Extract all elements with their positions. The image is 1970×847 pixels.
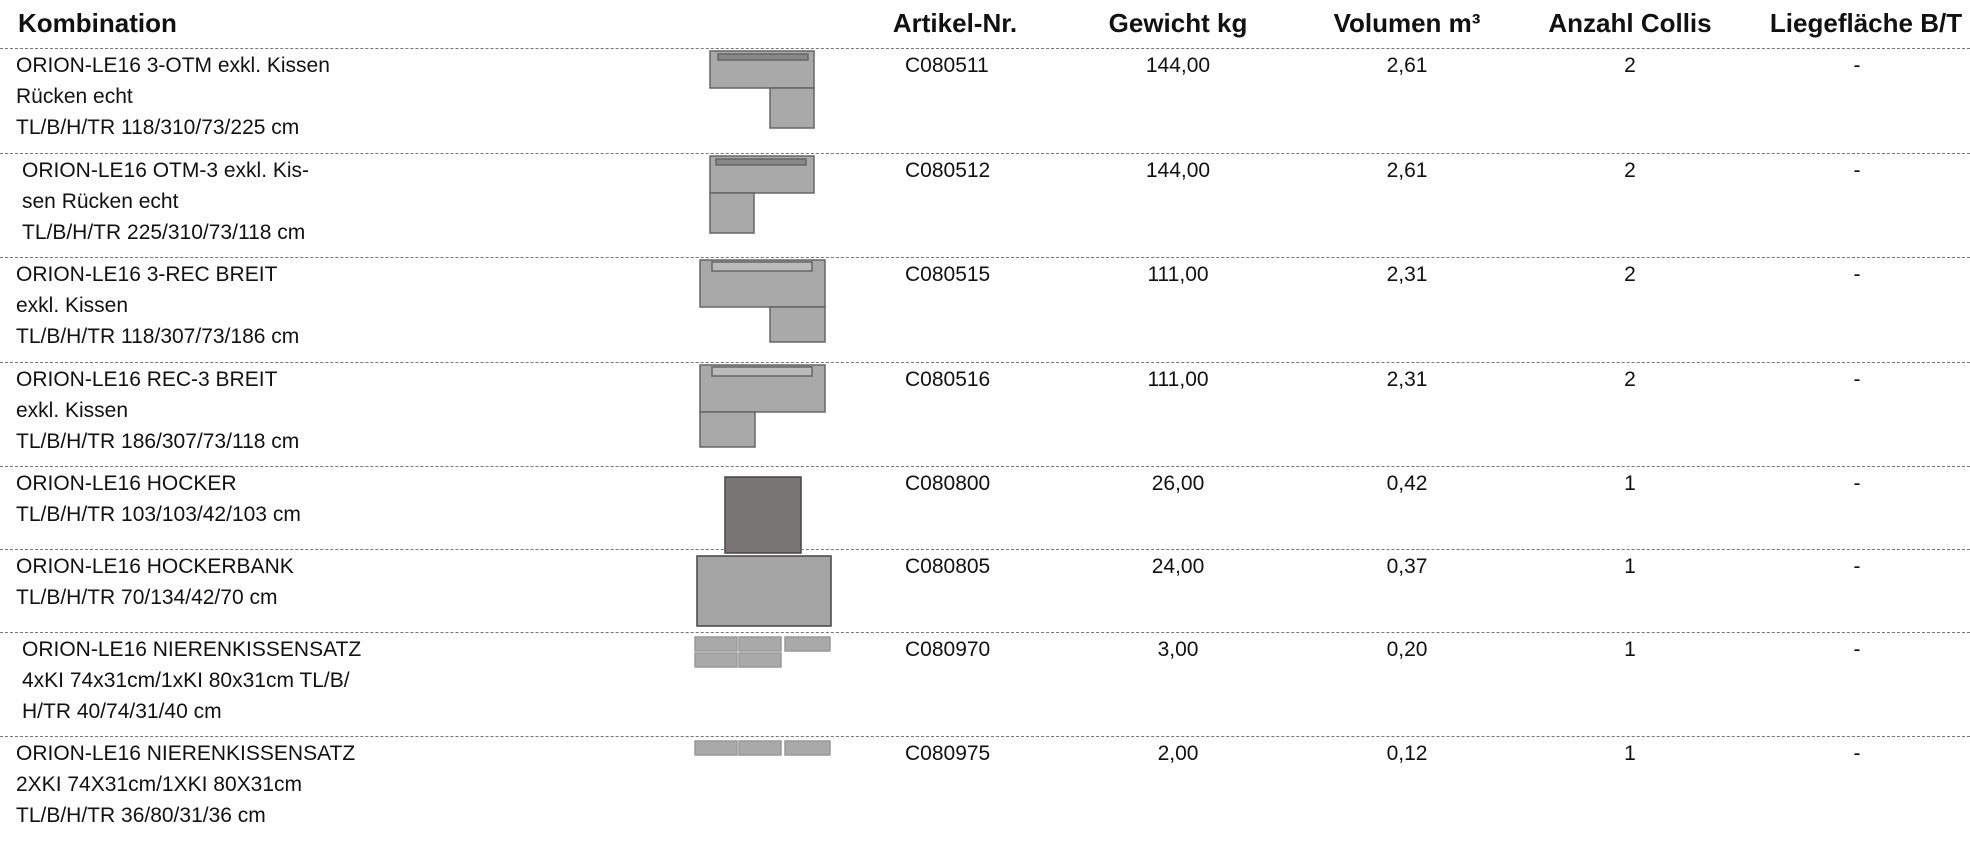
article-cell: C080805	[905, 555, 991, 578]
collis-cell: 2	[1624, 368, 1636, 391]
image-shape	[711, 261, 813, 272]
collis-cell: 1	[1624, 555, 1636, 578]
row-divider	[0, 736, 1970, 737]
row-divider	[0, 257, 1970, 258]
image-shape	[711, 366, 813, 377]
volume-cell: 0,42	[1386, 472, 1428, 495]
area-cell: -	[1853, 638, 1861, 661]
description-line: exkl. Kissen	[16, 294, 129, 317]
collis-cell: 2	[1624, 159, 1636, 182]
article-cell: C080511	[905, 54, 989, 77]
image-shape	[696, 555, 832, 627]
image-shape	[709, 192, 755, 234]
description-line: TL/B/H/TR 36/80/31/36 cm	[16, 804, 266, 827]
description-line: ORION-LE16 HOCKERBANK	[16, 555, 294, 578]
article-cell: C080512	[905, 159, 991, 182]
weight-cell: 26,00	[1151, 472, 1205, 495]
column-header: Artikel-Nr.	[892, 8, 1018, 38]
area-cell: -	[1853, 555, 1861, 578]
image-shape	[724, 476, 802, 554]
article-cell: C080975	[905, 742, 991, 765]
column-header: Gewicht kg	[1108, 8, 1248, 38]
row-divider	[0, 153, 1970, 154]
weight-cell: 144,00	[1145, 159, 1211, 182]
image-shape	[715, 158, 807, 166]
weight-cell: 24,00	[1151, 555, 1205, 578]
description-line: Rücken echt	[16, 85, 133, 108]
description-line: TL/B/H/TR 70/134/42/70 cm	[16, 586, 278, 609]
area-cell: -	[1853, 472, 1861, 495]
image-shape	[769, 87, 815, 129]
description-line: ORION-LE16 REC-3 BREIT	[16, 368, 278, 391]
image-shape	[738, 636, 782, 652]
volume-cell: 2,61	[1386, 54, 1428, 77]
description-line: exkl. Kissen	[16, 399, 129, 422]
image-shape	[769, 306, 826, 343]
image-shape	[738, 652, 782, 668]
image-shape	[694, 652, 738, 668]
volume-cell: 0,20	[1386, 638, 1428, 661]
area-cell: -	[1853, 54, 1861, 77]
column-header: Volumen m³	[1333, 8, 1481, 38]
image-shape	[784, 740, 831, 756]
weight-cell: 2,00	[1157, 742, 1199, 765]
article-cell: C080515	[905, 263, 991, 286]
description-line: 2XKI 74X31cm/1XKI 80X31cm	[16, 773, 302, 796]
article-cell: C080516	[905, 368, 991, 391]
description-line: sen Rücken echt	[22, 190, 179, 213]
description-line: ORION-LE16 3-REC BREIT	[16, 263, 278, 286]
area-cell: -	[1853, 263, 1861, 286]
description-line: TL/B/H/TR 186/307/73/118 cm	[16, 430, 300, 453]
image-shape	[738, 740, 782, 756]
description-line: ORION-LE16 NIERENKISSENSATZ	[22, 638, 362, 661]
collis-cell: 1	[1624, 638, 1636, 661]
row-divider	[0, 48, 1970, 49]
weight-cell: 111,00	[1147, 263, 1209, 286]
column-header: Liegefläche B/T	[1769, 8, 1963, 38]
volume-cell: 2,31	[1386, 263, 1428, 286]
column-header: Anzahl Collis	[1548, 8, 1712, 38]
collis-cell: 2	[1624, 54, 1636, 77]
image-shape	[784, 636, 831, 652]
weight-cell: 3,00	[1157, 638, 1199, 661]
volume-cell: 0,12	[1386, 742, 1428, 765]
weight-cell: 144,00	[1145, 54, 1211, 77]
description-line: ORION-LE16 OTM-3 exkl. Kis-	[22, 159, 310, 182]
collis-cell: 1	[1624, 472, 1636, 495]
image-shape	[699, 411, 756, 448]
volume-cell: 0,37	[1386, 555, 1428, 578]
description-line: TL/B/H/TR 118/307/73/186 cm	[16, 325, 300, 348]
description-line: ORION-LE16 3-OTM exkl. Kissen	[16, 54, 330, 77]
article-cell: C080970	[905, 638, 991, 661]
area-cell: -	[1853, 742, 1861, 765]
image-shape	[717, 53, 809, 61]
row-divider	[0, 549, 1970, 550]
description-line: 4xKI 74x31cm/1xKI 80x31cm TL/B/	[22, 669, 350, 692]
volume-cell: 2,61	[1386, 159, 1428, 182]
row-divider	[0, 466, 1970, 467]
volume-cell: 2,31	[1386, 368, 1428, 391]
area-cell: -	[1853, 368, 1861, 391]
description-line: TL/B/H/TR 103/103/42/103 cm	[16, 503, 301, 526]
image-shape	[694, 636, 738, 652]
weight-cell: 111,00	[1147, 368, 1209, 391]
row-divider	[0, 362, 1970, 363]
column-header: Kombination	[18, 8, 177, 38]
description-line: H/TR 40/74/31/40 cm	[22, 700, 222, 723]
description-line: ORION-LE16 NIERENKISSENSATZ	[16, 742, 356, 765]
article-cell: C080800	[905, 472, 991, 495]
image-shape	[694, 740, 738, 756]
row-divider	[0, 632, 1970, 633]
collis-cell: 2	[1624, 263, 1636, 286]
description-line: TL/B/H/TR 118/310/73/225 cm	[16, 116, 300, 139]
area-cell: -	[1853, 159, 1861, 182]
description-line: ORION-LE16 HOCKER	[16, 472, 237, 495]
collis-cell: 1	[1624, 742, 1636, 765]
description-line: TL/B/H/TR 225/310/73/118 cm	[22, 221, 306, 244]
